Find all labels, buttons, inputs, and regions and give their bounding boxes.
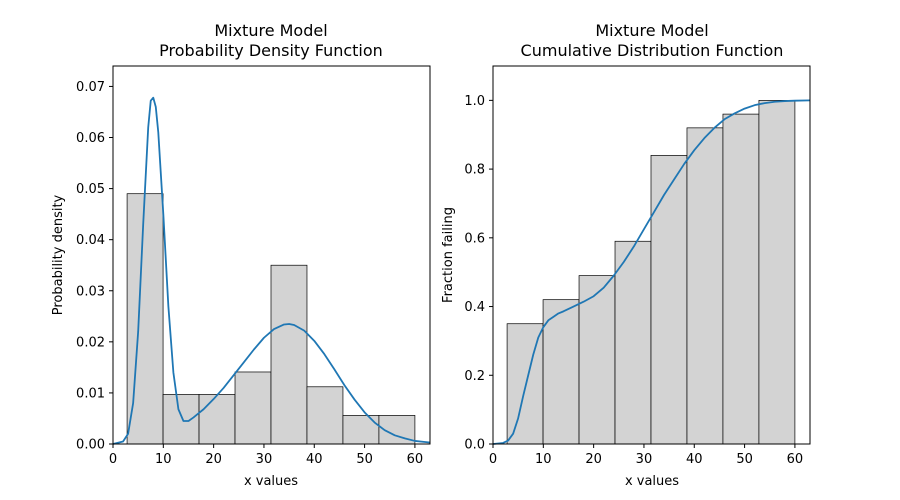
cdf-chart: Mixture Model Cumulative Distribution Fu… xyxy=(441,21,811,489)
y-tick-label: 1.0 xyxy=(464,94,485,109)
y-tick-label: 0.00 xyxy=(76,438,105,453)
x-axis-ticks: 0 10 20 30 40 50 60 xyxy=(489,444,803,467)
y-axis-label: Probability density xyxy=(51,194,66,315)
x-tick-label: 10 xyxy=(155,452,172,467)
histogram-bar xyxy=(234,371,272,445)
y-tick-label: 0.07 xyxy=(76,80,105,95)
y-tick-label: 0.4 xyxy=(464,300,485,315)
x-tick-label: 50 xyxy=(356,452,373,467)
y-tick-label: 0.03 xyxy=(76,284,105,299)
histogram-bar xyxy=(342,415,380,445)
density-curve xyxy=(112,96,431,445)
histogram-bar xyxy=(162,394,200,445)
histogram-bar xyxy=(758,100,796,445)
cumulative-curve xyxy=(492,99,811,445)
y-tick-label: 0.01 xyxy=(76,386,105,401)
chart-title-line-2: Cumulative Distribution Function xyxy=(521,41,784,60)
histogram-bar xyxy=(722,113,760,445)
chart-title-line-1: Mixture Model xyxy=(214,21,327,40)
chart-title-line-1: Mixture Model xyxy=(595,21,708,40)
y-tick-label: 0.06 xyxy=(76,131,105,146)
x-axis-label: x values xyxy=(244,474,298,489)
axes-frame xyxy=(112,65,431,445)
x-tick-label: 20 xyxy=(205,452,222,467)
x-axis-label: x values xyxy=(625,474,679,489)
y-axis-ticks: 0.0 0.2 0.4 0.6 0.8 1.0 xyxy=(464,94,493,453)
y-tick-label: 0.6 xyxy=(464,231,485,246)
chart-title-line-2: Probability Density Function xyxy=(159,41,383,60)
x-tick-label: 10 xyxy=(535,452,552,467)
y-tick-label: 0.0 xyxy=(464,438,485,453)
y-tick-label: 0.05 xyxy=(76,182,105,197)
histogram-bar xyxy=(650,154,688,445)
pdf-chart: Mixture Model Probability Density Functi… xyxy=(51,21,431,489)
histogram-bars xyxy=(126,193,416,445)
x-tick-label: 50 xyxy=(736,452,753,467)
x-tick-label: 60 xyxy=(787,452,804,467)
x-tick-label: 30 xyxy=(636,452,653,467)
y-tick-label: 0.2 xyxy=(464,369,485,384)
x-tick-label: 60 xyxy=(407,452,424,467)
histogram-bars xyxy=(506,100,796,445)
x-tick-label: 40 xyxy=(686,452,703,467)
x-tick-label: 0 xyxy=(109,452,117,467)
histogram-bar xyxy=(270,264,308,445)
x-tick-label: 40 xyxy=(306,452,323,467)
axes-frame xyxy=(492,65,811,445)
x-tick-label: 0 xyxy=(489,452,497,467)
x-tick-label: 30 xyxy=(256,452,273,467)
histogram-bar xyxy=(542,299,580,445)
histogram-bar xyxy=(614,240,652,445)
x-axis-ticks: 0 10 20 30 40 50 60 xyxy=(109,444,423,467)
y-tick-label: 0.04 xyxy=(76,233,105,248)
histogram-bar xyxy=(198,394,236,445)
y-tick-label: 0.02 xyxy=(76,335,105,350)
histogram-bar xyxy=(306,386,344,445)
y-axis-label: Fraction failing xyxy=(441,207,456,303)
y-axis-ticks: 0.00 0.01 0.02 0.03 0.04 0.05 0.06 0.07 xyxy=(76,80,113,453)
x-tick-label: 20 xyxy=(585,452,602,467)
histogram-bar xyxy=(686,127,724,445)
y-tick-label: 0.8 xyxy=(464,163,485,178)
